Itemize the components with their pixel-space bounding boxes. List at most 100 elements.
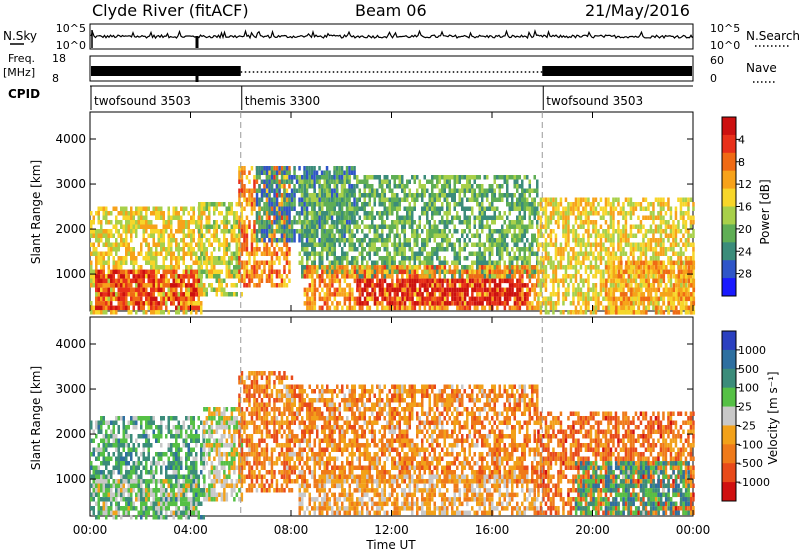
heatmap-cell <box>127 287 130 293</box>
heatmap-cell <box>393 292 397 297</box>
heatmap-cell <box>95 301 98 306</box>
nsky-tick-low: 10^0 <box>56 39 86 52</box>
heatmap-cell <box>182 220 185 225</box>
heatmap-cell <box>513 274 517 279</box>
heatmap-cell <box>436 296 439 302</box>
heatmap-cell <box>371 265 374 270</box>
heatmap-cell <box>506 242 509 247</box>
heatmap-cell <box>549 260 553 265</box>
heatmap-cell <box>157 229 160 234</box>
heatmap-cell <box>137 251 140 256</box>
heatmap-cell <box>306 305 309 311</box>
heatmap-cell <box>240 251 244 256</box>
heatmap-cell <box>383 242 386 247</box>
heatmap-cell <box>386 251 389 256</box>
heatmap-cell <box>336 292 339 297</box>
heatmap-cell <box>301 274 304 279</box>
heatmap-cell <box>506 229 509 234</box>
heatmap-cell <box>233 238 236 243</box>
heatmap-cell <box>172 296 175 302</box>
heatmap-cell <box>547 251 550 256</box>
heatmap-cell <box>328 170 331 175</box>
heatmap-cell <box>268 220 271 225</box>
heatmap-cell <box>265 224 269 229</box>
heatmap-cell <box>343 301 347 306</box>
heatmap-cell <box>195 251 198 256</box>
heatmap-cell <box>255 202 259 207</box>
heatmap-cell <box>338 197 341 202</box>
heatmap-cell <box>476 278 479 284</box>
heatmap-cell <box>283 242 286 247</box>
heatmap-cell <box>235 260 238 265</box>
heatmap-cell <box>421 278 424 284</box>
heatmap-cell <box>426 301 429 306</box>
heatmap-cell <box>607 224 610 229</box>
heatmap-cell <box>167 283 170 288</box>
heatmap-cell <box>303 265 306 270</box>
heatmap-cell <box>383 269 387 275</box>
heatmap-cell <box>348 215 351 220</box>
heatmap-cell <box>155 265 158 270</box>
heatmap-cell <box>323 283 327 288</box>
heatmap-cell <box>523 175 526 180</box>
heatmap-cell <box>478 296 482 302</box>
heatmap-cell <box>599 215 603 220</box>
heatmap-cell <box>386 283 389 288</box>
heatmap-cell <box>481 305 484 311</box>
heatmap-cell <box>180 301 183 306</box>
heatmap-cell <box>300 211 304 216</box>
heatmap-cell <box>579 292 583 297</box>
heatmap-cell <box>311 224 314 229</box>
heatmap-cell <box>528 274 531 279</box>
heatmap-cell <box>572 287 575 292</box>
heatmap-cell <box>599 242 603 247</box>
heatmap-cell <box>308 211 311 216</box>
heatmap-cell <box>160 301 163 306</box>
heatmap-cell <box>513 179 516 184</box>
heatmap-cell <box>491 197 494 202</box>
heatmap-cell <box>503 260 506 265</box>
heatmap-cell <box>311 202 314 207</box>
heatmap-cell <box>443 260 446 265</box>
heatmap-cell <box>582 292 585 297</box>
heatmap-cell <box>192 238 195 243</box>
heatmap-cell <box>376 247 379 252</box>
heatmap-cell <box>508 206 511 211</box>
heatmap-cell <box>371 242 374 247</box>
heatmap-cell <box>533 305 537 311</box>
heatmap-cell <box>579 274 583 279</box>
heatmap-cell <box>341 179 344 184</box>
heatmap-cell <box>102 283 105 288</box>
heatmap-cell <box>572 247 575 252</box>
heatmap-cell <box>326 202 329 207</box>
heatmap-cell <box>383 197 386 202</box>
nsky-tick-high: 10^5 <box>56 22 86 35</box>
heatmap-cell <box>333 206 336 211</box>
heatmap-cell <box>350 166 354 171</box>
heatmap-cell <box>358 242 361 247</box>
heatmap-cell <box>100 265 103 270</box>
heatmap-cell <box>120 206 123 211</box>
heatmap-cell <box>531 188 534 193</box>
heatmap-cell <box>348 242 351 247</box>
heatmap-cell <box>270 170 274 175</box>
heatmap-cell <box>155 305 158 311</box>
heatmap-cell <box>130 247 133 252</box>
heatmap-cell <box>120 274 123 279</box>
heatmap-cell <box>567 206 570 211</box>
heatmap-cell <box>127 247 130 252</box>
heatmap-cell <box>356 287 359 293</box>
heatmap-cell <box>426 179 429 184</box>
heatmap-cell <box>526 292 529 297</box>
heatmap-cell <box>318 283 322 288</box>
freq-trace <box>91 66 692 82</box>
heatmap-cell <box>353 274 357 279</box>
heatmap-cell <box>323 193 326 198</box>
heatmap-cell <box>403 242 406 247</box>
heatmap-cell <box>180 287 183 293</box>
heatmap-cell <box>408 287 412 293</box>
heatmap-cell <box>463 242 466 247</box>
heatmap-cell <box>127 274 130 279</box>
heatmap-cell <box>120 220 123 225</box>
heatmap-cell <box>240 211 243 216</box>
